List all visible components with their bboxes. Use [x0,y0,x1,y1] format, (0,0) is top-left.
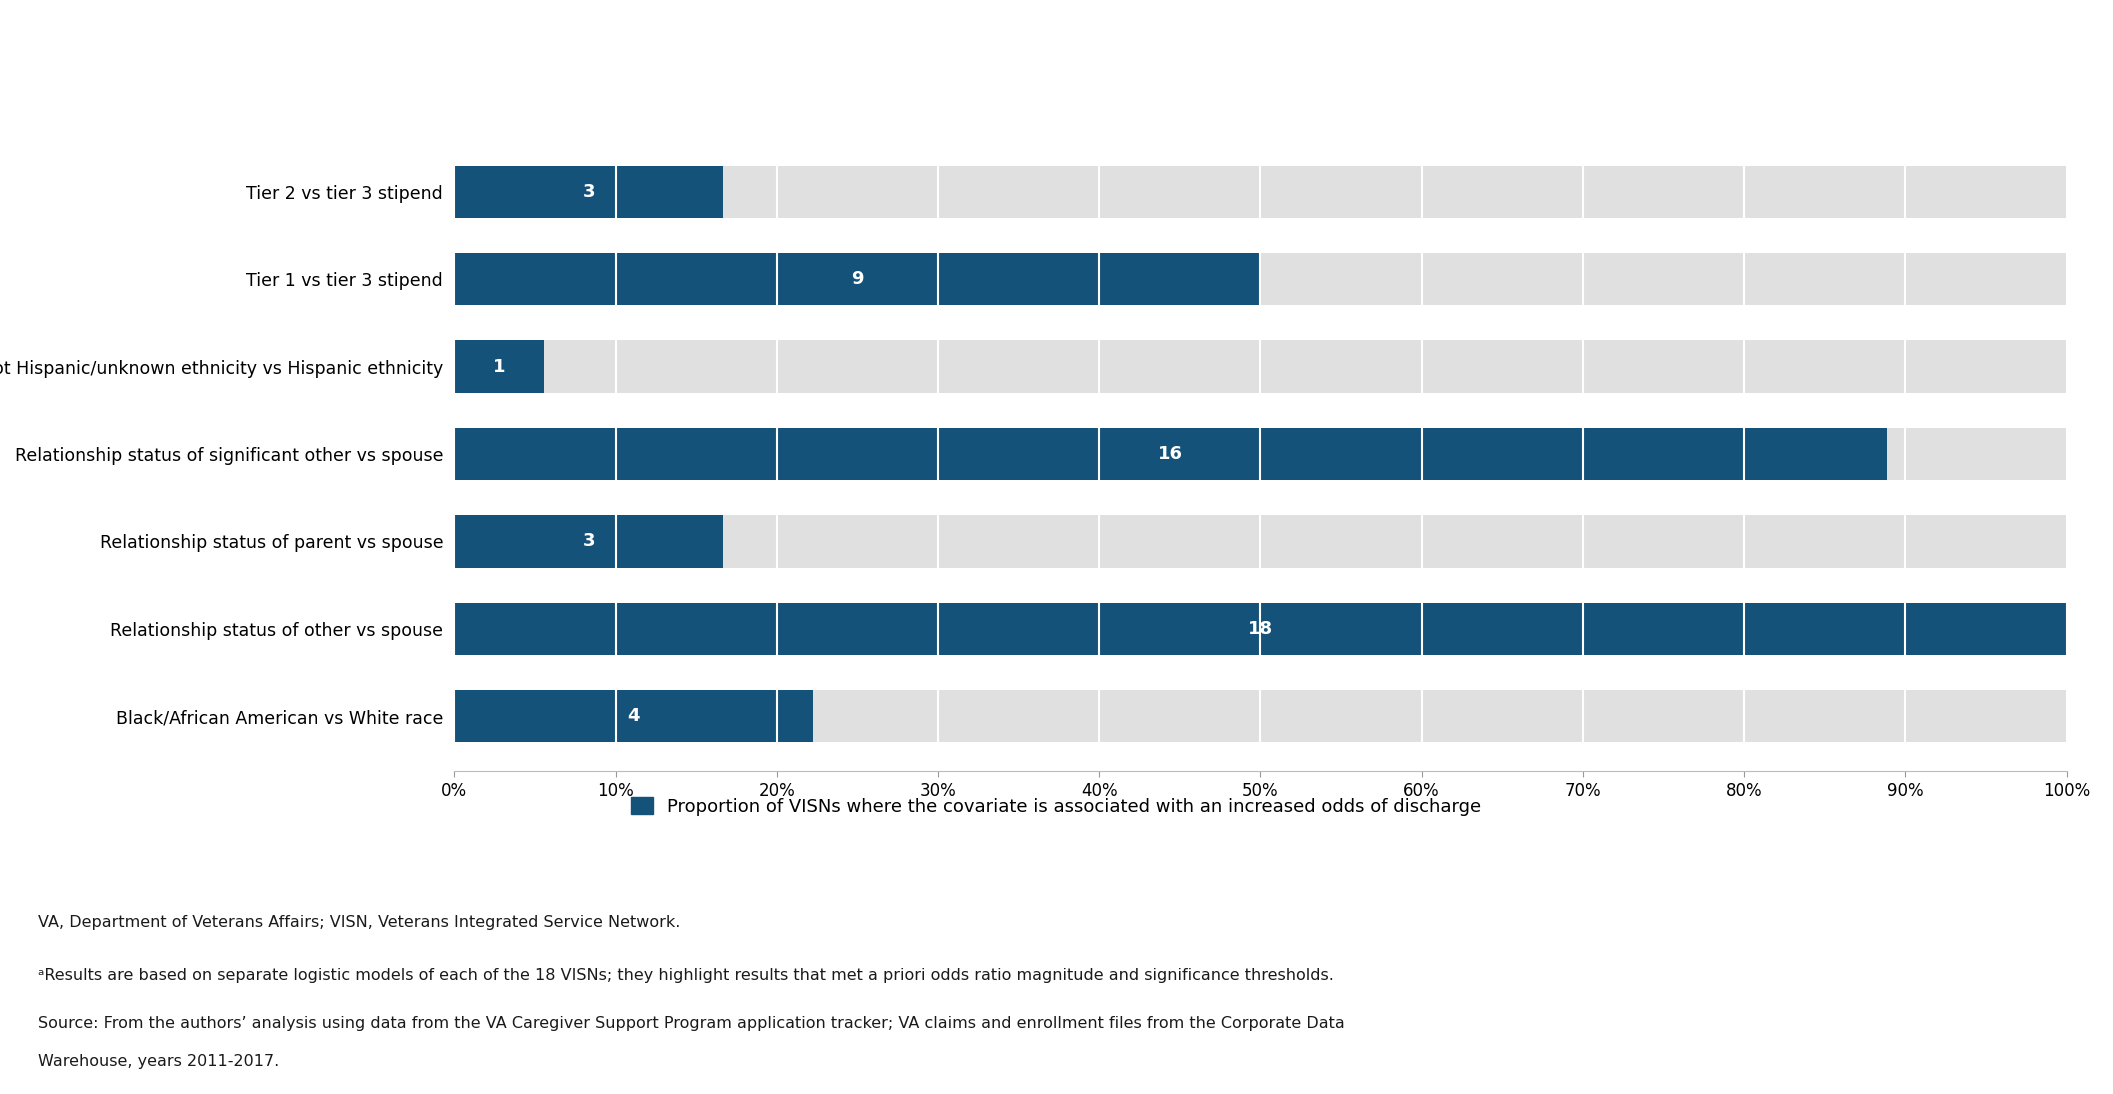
Bar [454,428,2067,480]
Bar [454,603,2067,655]
Bar [454,253,1259,305]
Bar [454,165,723,218]
Text: 16: 16 [1158,445,1183,463]
Bar [454,515,723,568]
Text: 1: 1 [492,358,505,375]
Bar [454,690,814,743]
Bar [454,340,543,393]
Text: Proportion of VISNs Where the Covariate Is Associated With a Higher Rate of Disc: Proportion of VISNs Where the Covariate … [186,69,1230,88]
Text: Source: From the authors’ analysis using data from the VA Caregiver Support Prog: Source: From the authors’ analysis using… [38,1016,1344,1031]
Bar [454,340,2067,393]
Text: 4: 4 [628,707,640,725]
Bar [454,690,2067,743]
Text: VA, Department of Veterans Affairs; VISN, Veterans Integrated Service Network.: VA, Department of Veterans Affairs; VISN… [38,915,680,930]
Text: 3: 3 [583,183,596,201]
Text: 3: 3 [583,533,596,550]
Bar [454,165,2067,218]
Legend: Proportion of VISNs where the covariate is associated with an increased odds of : Proportion of VISNs where the covariate … [632,796,1481,815]
Bar [454,515,2067,568]
Text: 9: 9 [852,270,864,288]
Text: Warehouse, years 2011-2017.: Warehouse, years 2011-2017. [38,1055,279,1069]
Bar [454,428,1887,480]
Text: ᵃResults are based on separate logistic models of each of the 18 VISNs; they hig: ᵃResults are based on separate logistic … [38,968,1333,984]
Bar [454,253,2067,305]
Text: 18: 18 [1249,620,1272,638]
Text: FIGURE 2.: FIGURE 2. [36,69,148,88]
Bar [454,603,2067,655]
